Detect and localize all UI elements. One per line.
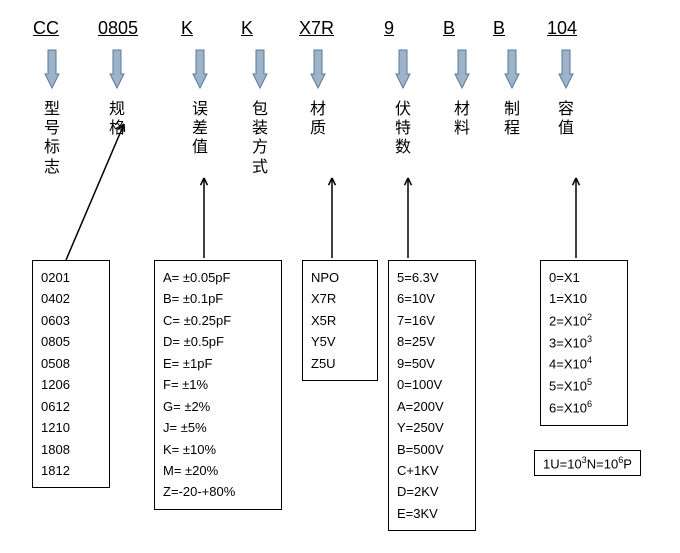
voltage-box: 5=6.3V6=10V7=16V8=25V9=50V0=100VA=200VY=… (388, 260, 476, 531)
part-code: K (241, 18, 253, 39)
box-item: 1210 (41, 417, 101, 438)
box-item: 0402 (41, 288, 101, 309)
part-code: B (493, 18, 505, 39)
box-item: B=500V (397, 439, 467, 460)
box-item: 6=10V (397, 288, 467, 309)
box-item: X5R (311, 310, 369, 331)
box-item: M= ±20% (163, 460, 273, 481)
box-item: Y5V (311, 331, 369, 352)
column-label: 容值 (558, 100, 576, 138)
box-item: 3=X103 (549, 332, 619, 354)
box-item: NPO (311, 267, 369, 288)
part-code: 104 (547, 18, 577, 39)
part-code: B (443, 18, 455, 39)
box-item: X7R (311, 288, 369, 309)
box-item: 2=X102 (549, 310, 619, 332)
box-item: D= ±0.5pF (163, 331, 273, 352)
tolerance-box: A= ±0.05pFB= ±0.1pFC= ±0.25pFD= ±0.5pFE=… (154, 260, 282, 510)
box-item: 9=50V (397, 353, 467, 374)
column-label: 制程 (504, 100, 522, 138)
footnote: 1U=103N=106P (534, 450, 641, 476)
box-item: A=200V (397, 396, 467, 417)
box-item: Z=-20-+80% (163, 481, 273, 502)
column-label: 材质 (310, 100, 328, 138)
box-item: 5=6.3V (397, 267, 467, 288)
box-item: G= ±2% (163, 396, 273, 417)
material-box: NPOX7RX5RY5VZ5U (302, 260, 378, 381)
box-item: J= ±5% (163, 417, 273, 438)
column-label: 误差值 (192, 100, 210, 158)
box-item: 0=X1 (549, 267, 619, 288)
box-item: 1812 (41, 460, 101, 481)
box-item: Y=250V (397, 417, 467, 438)
box-item: F= ±1% (163, 374, 273, 395)
column-label: 包装方式 (252, 100, 270, 177)
box-item: E= ±1pF (163, 353, 273, 374)
part-code: K (181, 18, 193, 39)
box-item: C+1KV (397, 460, 467, 481)
box-item: C= ±0.25pF (163, 310, 273, 331)
box-item: B= ±0.1pF (163, 288, 273, 309)
part-code: X7R (299, 18, 334, 39)
box-item: 5=X105 (549, 375, 619, 397)
box-item: 7=16V (397, 310, 467, 331)
column-label: 材料 (454, 100, 472, 138)
box-item: D=2KV (397, 481, 467, 502)
column-label: 型号标志 (44, 100, 62, 177)
box-item: 8=25V (397, 331, 467, 352)
box-item: Z5U (311, 353, 369, 374)
box-item: 1206 (41, 374, 101, 395)
size-box: 0201040206030805050812060612121018081812 (32, 260, 110, 488)
box-item: A= ±0.05pF (163, 267, 273, 288)
box-item: 0603 (41, 310, 101, 331)
box-item: 6=X106 (549, 397, 619, 419)
box-item: 1808 (41, 439, 101, 460)
part-code: 9 (384, 18, 394, 39)
column-label: 规格 (109, 100, 127, 138)
column-label: 伏特数 (395, 100, 413, 158)
box-item: 0805 (41, 331, 101, 352)
capacitance-box: 0=X11=X102=X1023=X1034=X1045=X1056=X106 (540, 260, 628, 426)
box-item: 4=X104 (549, 353, 619, 375)
part-code: 0805 (98, 18, 138, 39)
box-item: 0612 (41, 396, 101, 417)
part-code: CC (33, 18, 59, 39)
box-item: E=3KV (397, 503, 467, 524)
box-item: 0=100V (397, 374, 467, 395)
box-item: 0508 (41, 353, 101, 374)
box-item: 1=X10 (549, 288, 619, 309)
box-item: 0201 (41, 267, 101, 288)
box-item: K= ±10% (163, 439, 273, 460)
